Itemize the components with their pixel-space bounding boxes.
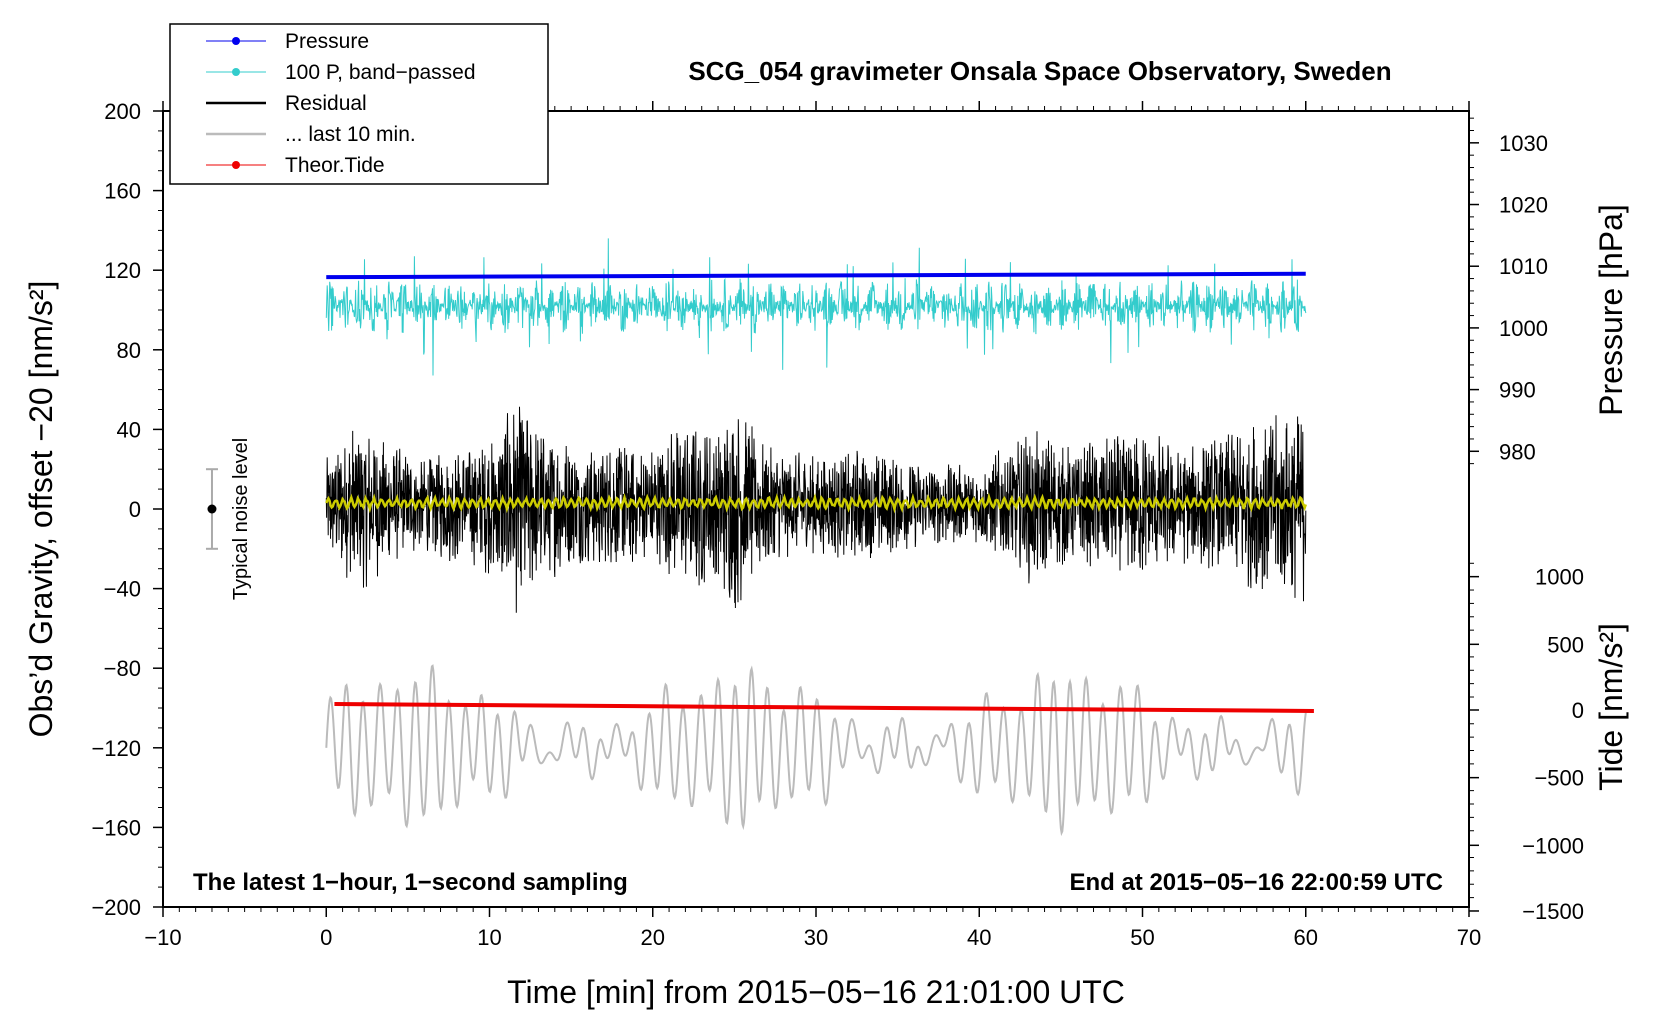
x-tick-label: 60 <box>1294 925 1318 950</box>
y-tick-label: 120 <box>104 258 141 283</box>
x-tick-label: −10 <box>144 925 181 950</box>
tide-tick-label: −1500 <box>1522 899 1584 924</box>
tide-tick-label: −500 <box>1534 766 1584 791</box>
y-axis-right-pressure: 1030 1020 1010 1000 990 980 <box>1469 118 1548 464</box>
noise-dot <box>207 505 216 514</box>
y-tick-label: −80 <box>104 656 141 681</box>
tide-tick-label: 500 <box>1547 632 1584 657</box>
legend-marker <box>232 161 240 169</box>
annotation-end-time: End at 2015−05−16 22:00:59 UTC <box>1069 869 1443 896</box>
legend-label: Residual <box>285 92 367 115</box>
tide-tick-label: 1000 <box>1535 565 1584 590</box>
y-tick-label: 80 <box>117 338 141 363</box>
pressure-tick-label: 980 <box>1499 439 1536 464</box>
x-tick-label: 50 <box>1130 925 1154 950</box>
chart-title: SCG_054 gravimeter Onsala Space Observat… <box>688 56 1391 86</box>
y-tick-label: −200 <box>91 895 141 920</box>
noise-level-indicator: Typical noise level <box>206 438 252 600</box>
series-last-10-min <box>326 666 1306 833</box>
legend: Pressure 100 P, band−passed Residual ... la… <box>170 24 548 184</box>
y-tick-label: 200 <box>104 99 141 124</box>
y-tick-label: 0 <box>129 497 141 522</box>
pressure-tick-label: 1000 <box>1499 316 1548 341</box>
pressure-tick-label: 990 <box>1499 378 1536 403</box>
legend-label: Theor.Tide <box>285 154 385 177</box>
y-axis-title-left: Obs’d Gravity, offset −20 [nm/s²] <box>23 281 59 738</box>
legend-label: Pressure <box>285 30 369 53</box>
annotation-sampling: The latest 1−hour, 1−second sampling <box>193 869 628 896</box>
tide-tick-label: 0 <box>1572 698 1584 723</box>
y-axis-right-tide: 1000 500 0 −500 −1000 −1500 <box>1469 563 1584 924</box>
gravimeter-chart: −10 0 10 20 30 40 50 60 70 20016012080400−40−80−… <box>0 0 1660 1020</box>
y-tick-label: −120 <box>91 736 141 761</box>
legend-label: 100 P, band−passed <box>285 61 476 84</box>
series-pressure <box>326 274 1306 277</box>
pressure-tick-label: 1020 <box>1499 193 1548 218</box>
pressure-tick-label: 1010 <box>1499 254 1548 279</box>
y-tick-label: 40 <box>117 417 141 442</box>
series-layer <box>326 238 1314 832</box>
y-tick-label: 160 <box>104 179 141 204</box>
y-axis-title-tide: Tide [nm/s²] <box>1593 623 1629 791</box>
tide-tick-label: −1000 <box>1522 833 1584 858</box>
x-tick-label: 0 <box>320 925 332 950</box>
legend-marker <box>232 68 240 76</box>
series-theoretical-tide <box>334 704 1314 711</box>
legend-marker <box>232 37 240 45</box>
legend-label: ... last 10 min. <box>285 123 416 146</box>
noise-label: Typical noise level <box>230 438 252 600</box>
x-tick-label: 20 <box>641 925 665 950</box>
x-tick-label: 30 <box>804 925 828 950</box>
pressure-tick-label: 1030 <box>1499 131 1548 156</box>
x-axis-title: Time [min] from 2015−05−16 21:01:00 UTC <box>507 974 1125 1010</box>
x-tick-label: 10 <box>477 925 501 950</box>
x-tick-label: 40 <box>967 925 991 950</box>
y-tick-label: −40 <box>104 577 141 602</box>
y-axis-left: 200 160 120 80 40 0 −40 −80 −120 −160 −200 <box>91 99 163 920</box>
x-tick-label: 70 <box>1457 925 1481 950</box>
series-band-passed-pressure <box>326 238 1306 375</box>
series-residual <box>326 407 1306 613</box>
y-axis-title-pressure: Pressure [hPa] <box>1593 204 1629 416</box>
y-tick-label: −160 <box>91 815 141 840</box>
